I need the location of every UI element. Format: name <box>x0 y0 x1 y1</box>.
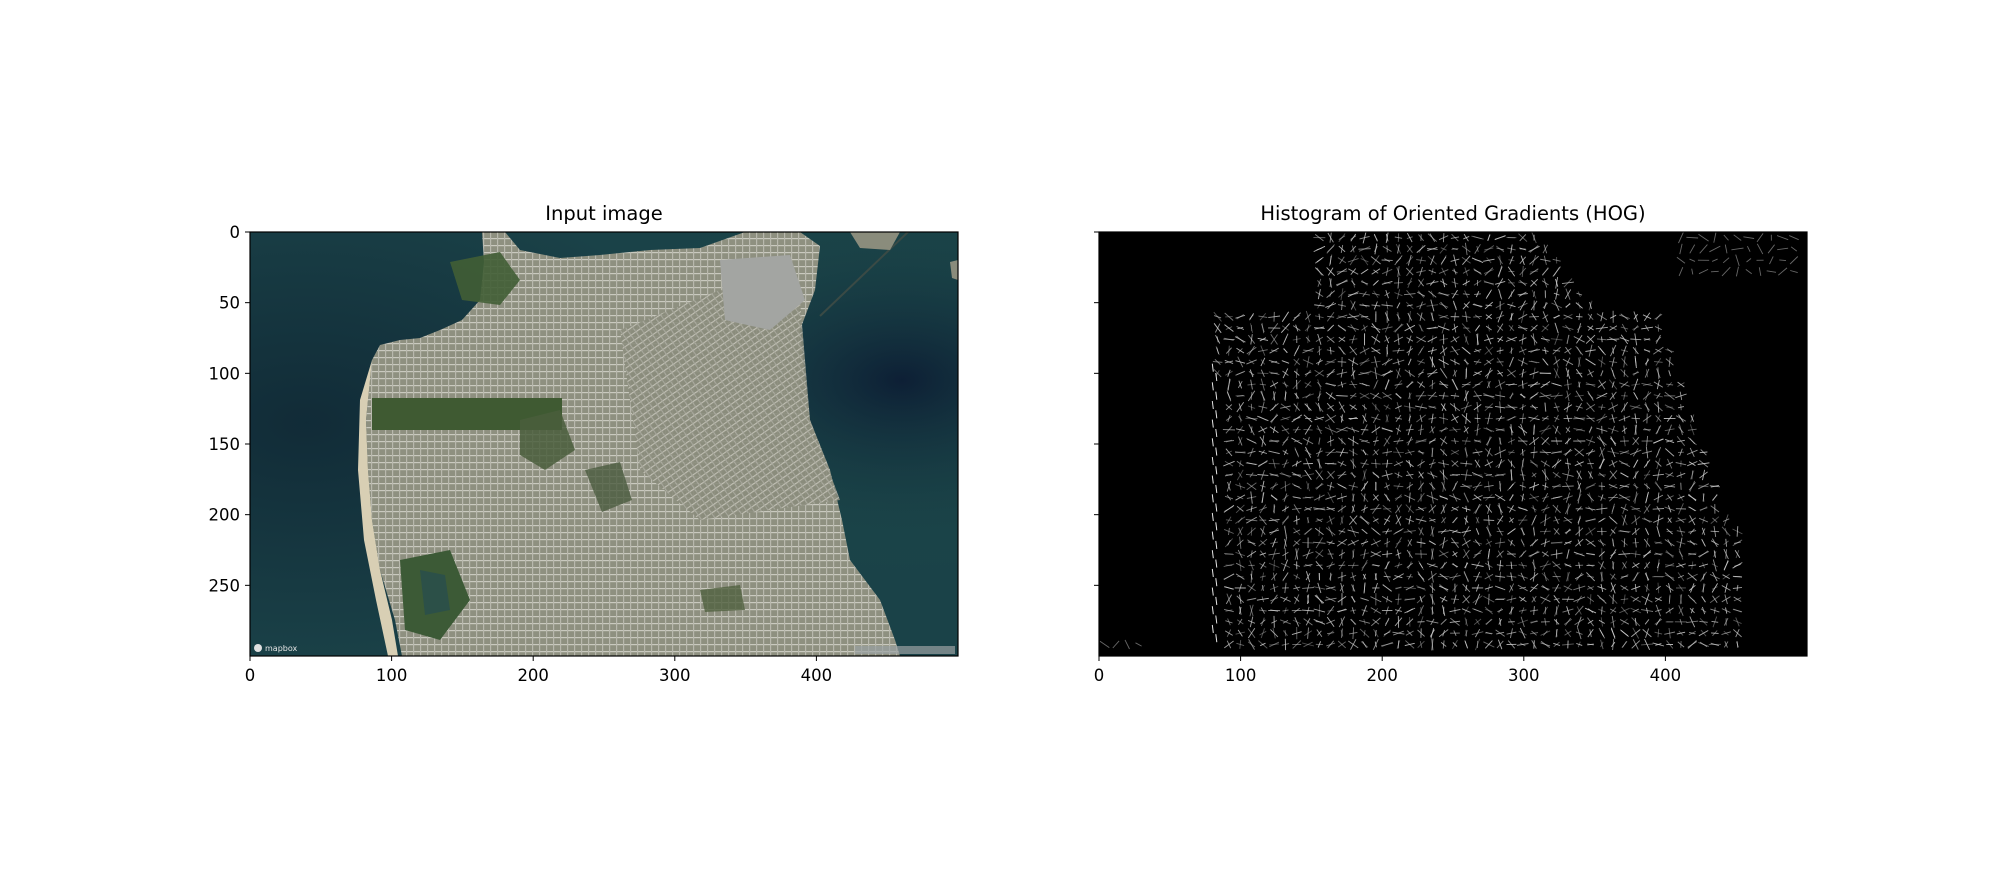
hog-x-tick-label: 300 <box>1508 666 1540 685</box>
hog-cell-stroke <box>1462 441 1471 442</box>
hog-cell-stroke <box>1382 260 1393 261</box>
mapbox-watermark: mapbox <box>265 644 298 653</box>
hog-cell-stroke <box>1302 543 1314 544</box>
hog-cell-stroke <box>1711 633 1719 634</box>
hog-cell-stroke <box>1308 336 1309 344</box>
hog-cell-stroke <box>1432 380 1433 389</box>
input-image-panel: Input image <box>209 202 959 685</box>
input-image-x-tick-label: 400 <box>801 666 833 685</box>
hog-x-tick-label: 100 <box>1225 666 1257 685</box>
hog-cell-stroke <box>1484 520 1495 521</box>
hog-cell-stroke <box>1489 551 1490 558</box>
hog-cell-stroke <box>1297 393 1298 399</box>
hog-cell-stroke <box>1443 233 1444 242</box>
hog-cell-stroke <box>1372 565 1380 566</box>
hog-cell-stroke <box>1451 543 1458 544</box>
hog-cell-stroke <box>1711 531 1720 532</box>
hog-cell-stroke <box>1534 426 1535 434</box>
hog-cell-stroke <box>1455 359 1456 365</box>
hog-cell-stroke <box>1410 393 1411 400</box>
hog-panel: Histogram of Oriented Gradients (HOG) 0 1… <box>1094 202 1807 685</box>
hog-cell-stroke <box>1223 339 1234 340</box>
hog-cell-stroke <box>1421 550 1422 559</box>
hog-image <box>1099 232 1807 656</box>
hog-cell-stroke <box>1485 633 1493 634</box>
hog-cell-stroke <box>1540 452 1551 453</box>
hog-cell-stroke <box>1586 418 1594 419</box>
input-image-y-tick-label: 50 <box>219 294 240 313</box>
hog-cell-stroke <box>1387 345 1388 357</box>
hog-cell-stroke <box>1387 538 1388 547</box>
hog-cell-stroke <box>1613 540 1614 547</box>
hog-cell-stroke <box>1477 334 1478 346</box>
input-image-x-axis: 0 100 200 300 400 <box>245 656 832 685</box>
hog-cell-stroke <box>1534 640 1535 648</box>
hog-cell-stroke <box>1398 641 1399 649</box>
hog-cell-stroke <box>1711 271 1719 272</box>
hog-cell-stroke <box>1316 565 1322 566</box>
hog-cell-stroke <box>1336 396 1348 397</box>
hog-cell-stroke <box>1382 463 1393 464</box>
input-image-y-tick-label: 250 <box>209 576 241 595</box>
hog-y-axis <box>1094 232 1099 585</box>
attribution-bar <box>855 646 955 654</box>
hog-x-tick-label: 400 <box>1650 666 1682 685</box>
input-image-x-tick-label: 200 <box>517 666 549 685</box>
mapbox-logo-icon <box>254 644 262 652</box>
hog-cell-stroke <box>1285 548 1286 560</box>
input-image-y-tick-label: 0 <box>230 223 241 242</box>
input-image-y-axis: 0 50 100 150 200 250 <box>209 223 251 595</box>
hog-title: Histogram of Oriented Gradients (HOG) <box>1260 202 1645 225</box>
hog-cell-stroke <box>1477 414 1478 424</box>
satellite-image: mapbox <box>250 232 958 656</box>
hog-x-axis: 0 100 200 300 400 <box>1094 656 1681 685</box>
hog-cell-stroke <box>1450 475 1460 476</box>
input-image-x-tick-label: 300 <box>659 666 691 685</box>
input-image-y-tick-label: 100 <box>209 364 241 383</box>
input-image-title: Input image <box>545 202 662 225</box>
hog-cell-stroke <box>1361 430 1369 431</box>
hog-x-tick-label: 200 <box>1366 666 1398 685</box>
input-image-y-tick-label: 200 <box>209 506 241 525</box>
hog-cell-stroke <box>1654 576 1664 577</box>
input-image-y-tick-label: 150 <box>209 435 241 454</box>
hog-cell-stroke <box>1393 452 1404 453</box>
hog-cell-stroke <box>1654 554 1663 555</box>
input-image-x-tick-label: 0 <box>245 666 256 685</box>
hog-cell-stroke <box>1681 404 1682 410</box>
hog-x-tick-label: 0 <box>1094 666 1105 685</box>
input-image-x-tick-label: 100 <box>376 666 408 685</box>
hog-cell-stroke <box>1489 594 1490 605</box>
hog-cell-stroke <box>1562 486 1574 487</box>
hog-cell-stroke <box>1443 607 1444 614</box>
